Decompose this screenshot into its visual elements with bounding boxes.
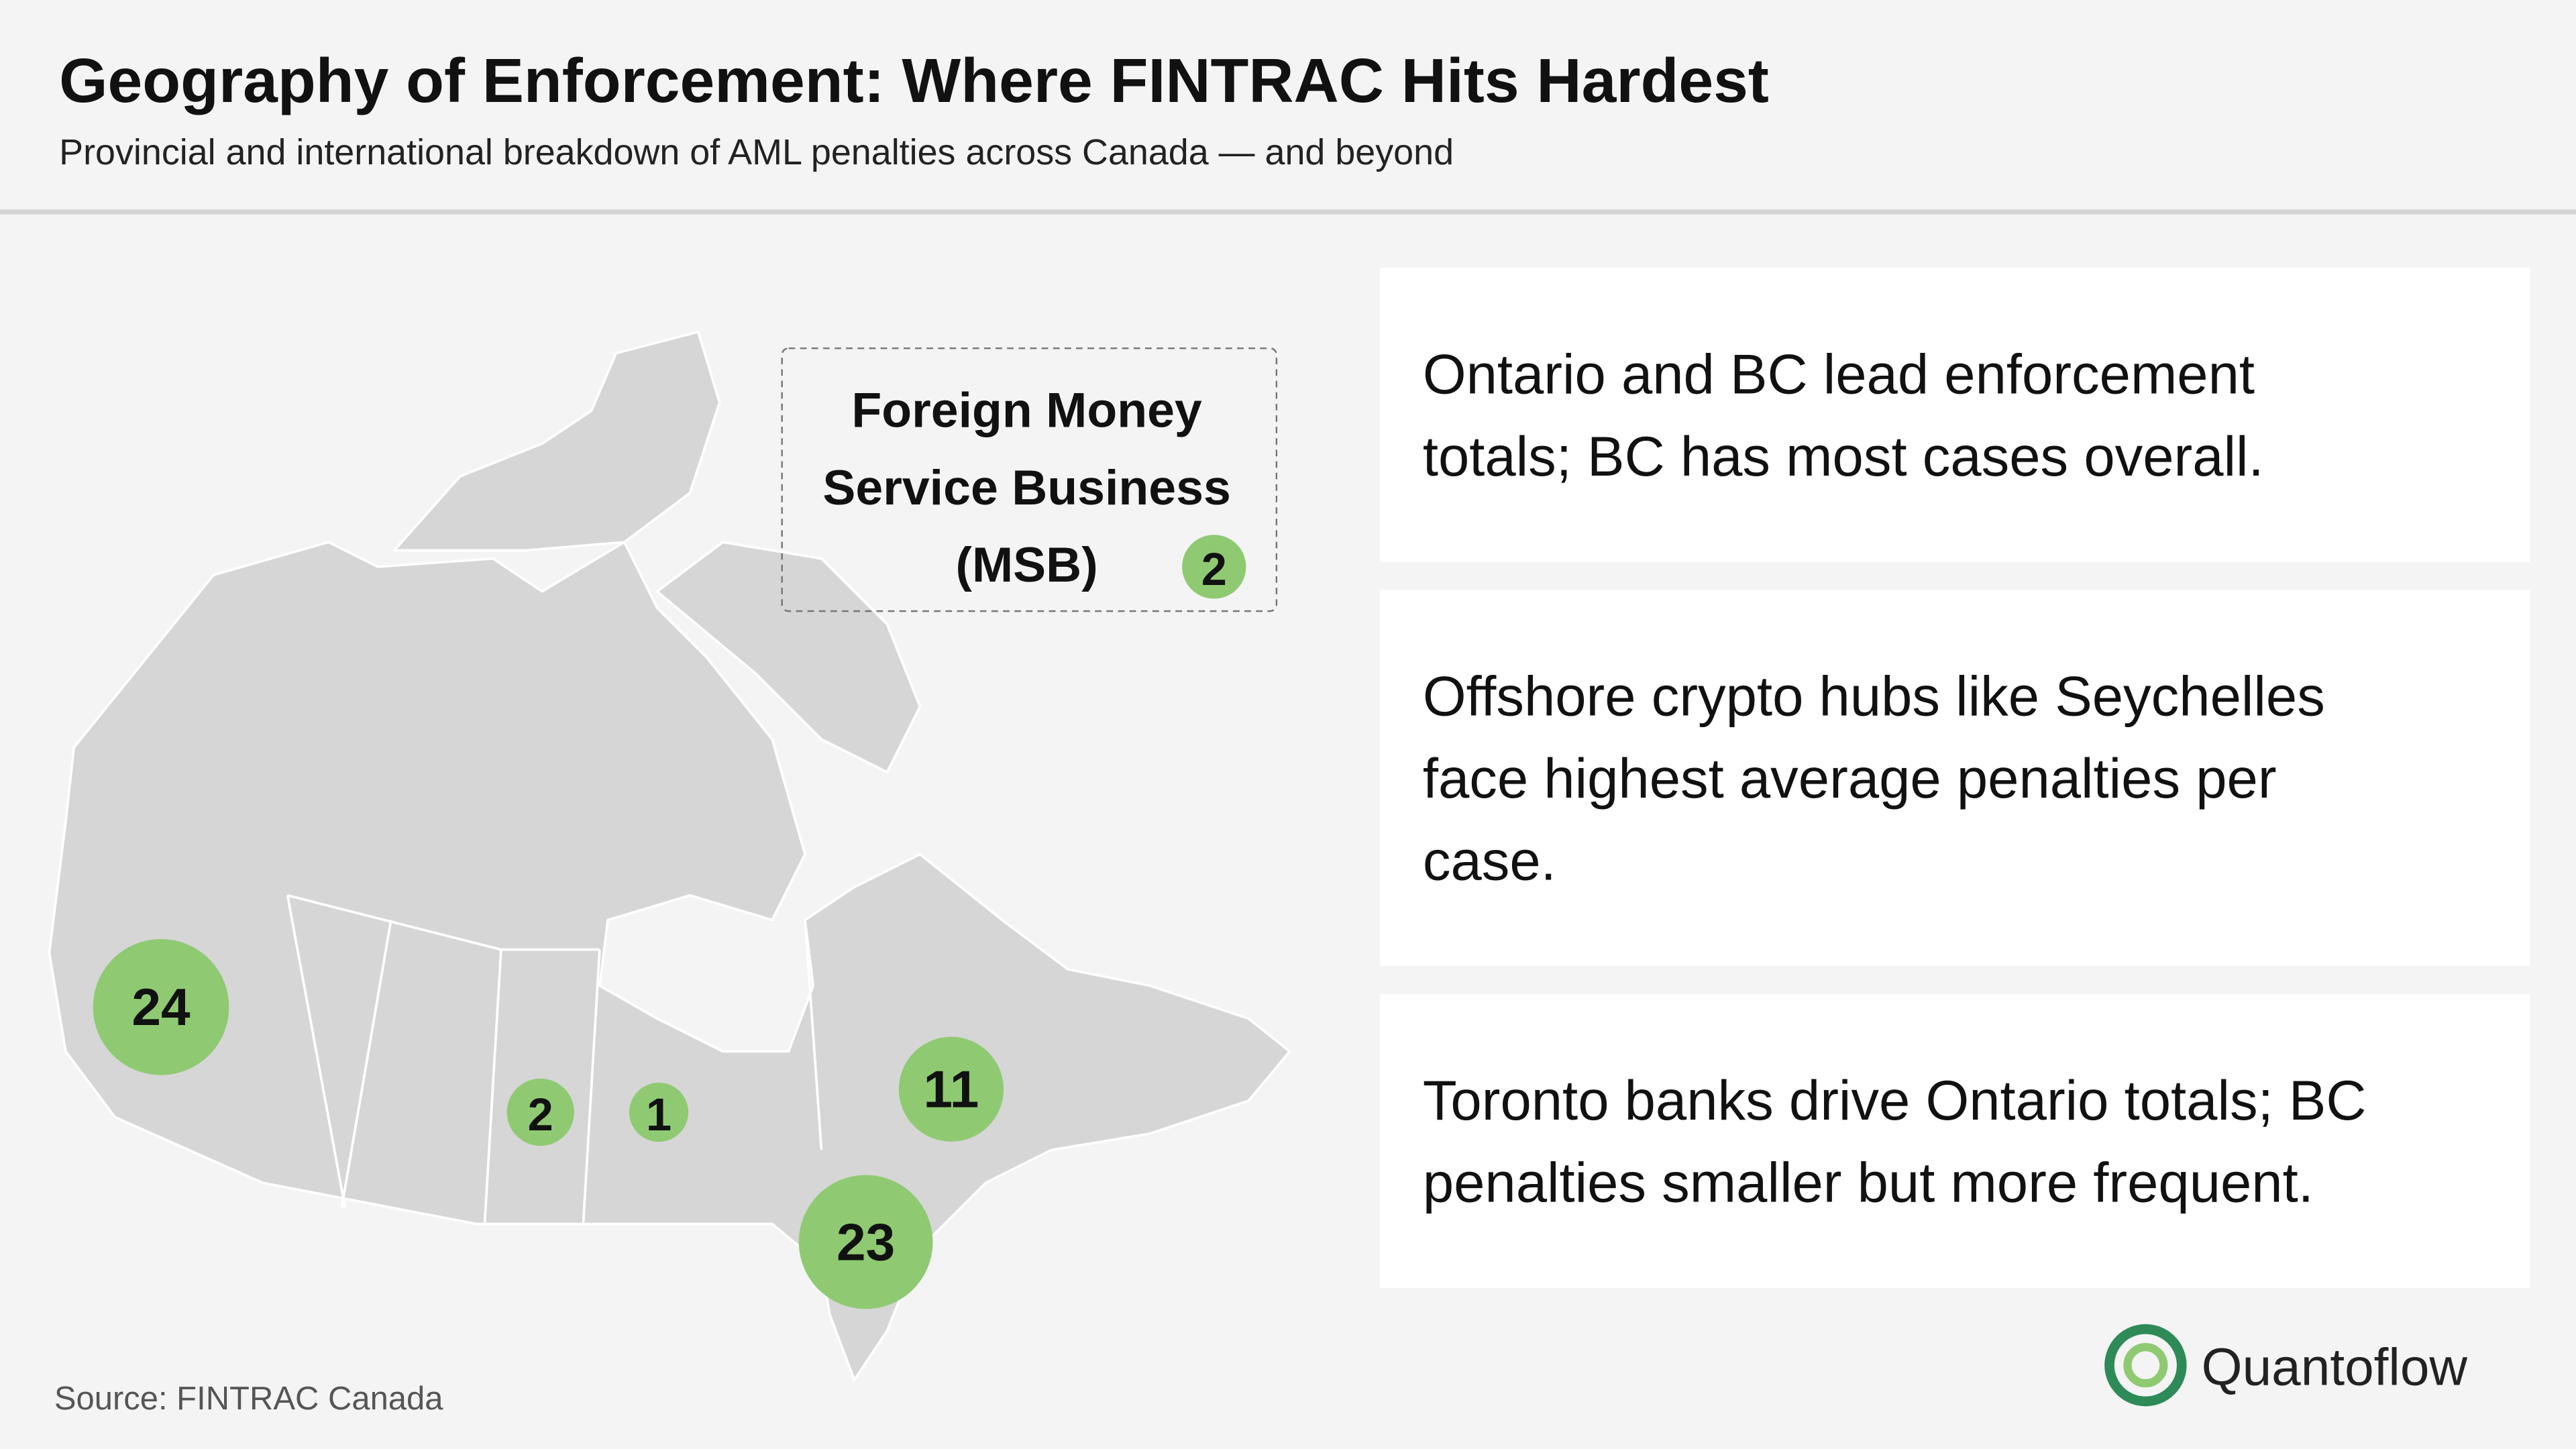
bubble: [798, 1175, 933, 1309]
insight-card: [1380, 268, 2530, 562]
subtitle: Provincial and international breakdown o…: [59, 132, 1454, 172]
brand-logo: Quantoflow: [2104, 1324, 2468, 1407]
baffin-island: [655, 541, 922, 774]
insight-text: Offshore crypto hubs like Seychelles: [1423, 665, 2325, 728]
province-border: [804, 920, 823, 1150]
msb-text: (MSB): [956, 537, 1098, 592]
bubble-label: 23: [837, 1212, 895, 1271]
logo-ring: [2104, 1324, 2187, 1407]
bubble-label: 1: [646, 1089, 672, 1140]
insight-text: totals; BC has most cases overall.: [1423, 425, 2264, 488]
arctic-islands: [391, 330, 721, 552]
insight-text: case.: [1423, 829, 1556, 892]
msb-text: Service Business: [822, 460, 1230, 515]
bubble: [898, 1036, 1004, 1142]
insight-card: [1380, 994, 2530, 1288]
bubble-label: 2: [528, 1089, 553, 1140]
canada-map: [48, 330, 1292, 1383]
insight-text: Ontario and BC lead enforcement: [1423, 343, 2255, 406]
province-border: [286, 895, 347, 1208]
bubble-label: 11: [924, 1060, 979, 1119]
brand-name: Quantoflow: [2202, 1337, 2468, 1396]
msb-bubble-label: 2: [1201, 543, 1227, 595]
province-border: [582, 949, 601, 1224]
insight-text: face highest average penalties per: [1423, 747, 2277, 810]
insight-card: [1380, 590, 2530, 966]
title: Geography of Enforcement: Where FINTRAC …: [59, 46, 1769, 115]
msb-text: Foreign Money: [851, 382, 1201, 438]
insight-text: penalties smaller but more frequent.: [1423, 1151, 2314, 1214]
source: Source: FINTRAC Canada: [54, 1381, 443, 1417]
logo-ring: [2123, 1343, 2168, 1388]
msb-label: Foreign Money Service Business (MSB) 2: [822, 382, 1246, 599]
bubble: [506, 1078, 574, 1146]
bubble: [93, 938, 229, 1075]
insight-cards: Ontario and BC lead enforcement totals; B…: [1380, 268, 2530, 1288]
bubble: [629, 1082, 689, 1142]
province-border: [483, 949, 502, 1224]
insight-text: Toronto banks drive Ontario totals; BC: [1423, 1069, 2367, 1132]
bubble-label: 24: [131, 977, 191, 1036]
msb-bubble: [1182, 535, 1246, 599]
province-border: [340, 920, 392, 1208]
mainland: [48, 540, 1292, 1383]
msb-box: [781, 347, 1278, 612]
